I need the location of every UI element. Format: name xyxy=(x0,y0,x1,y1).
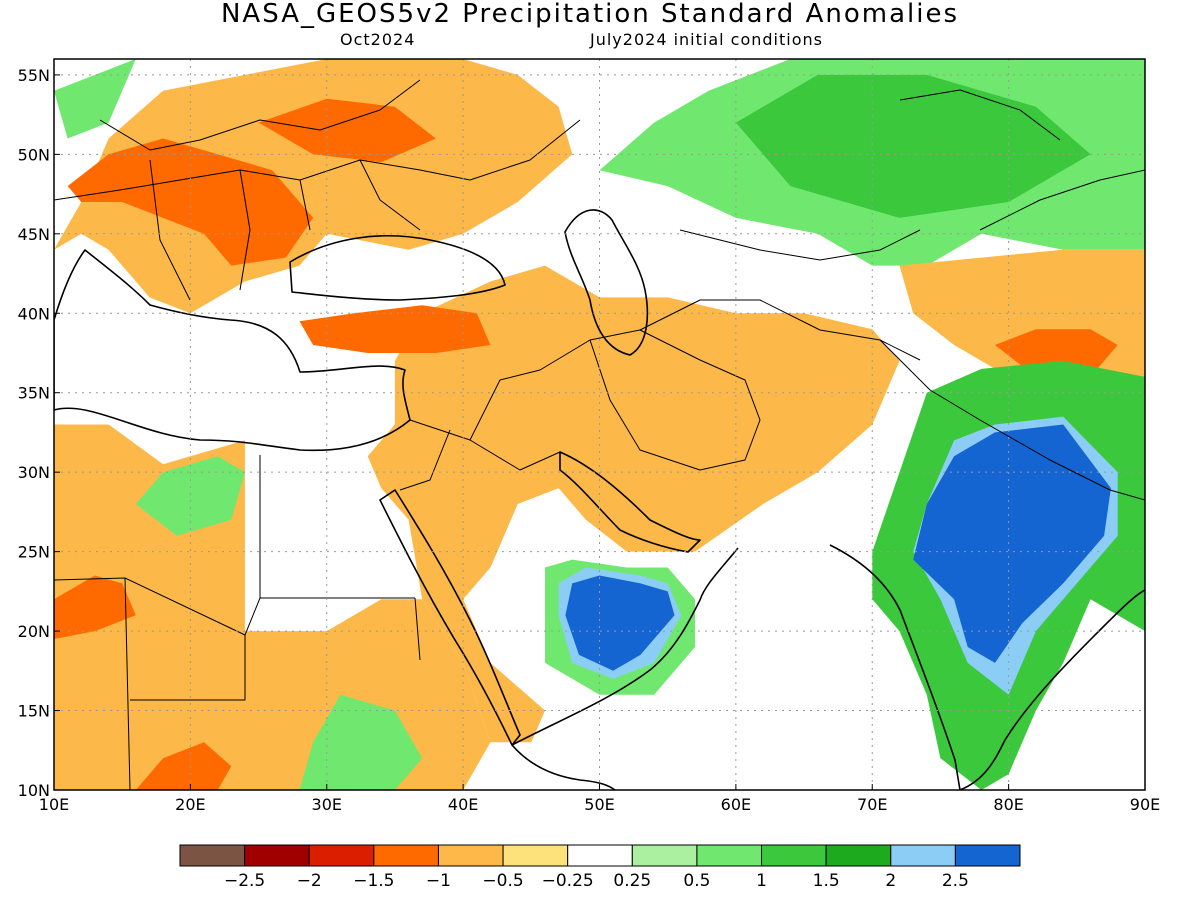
lon-tick-label: 70E xyxy=(857,795,887,814)
colorbar: −2.5 −2 −1.5 −1 −0.5 −0.25 0.25 0.5 1 1.5 2 2.5 xyxy=(179,844,1021,891)
colorbar-swatch xyxy=(308,844,375,867)
horn-coast xyxy=(511,744,616,790)
lon-tick-label: 20E xyxy=(175,795,205,814)
anomaly-region-central-asia-core xyxy=(735,74,1091,218)
lon-tick-label: 50E xyxy=(584,795,614,814)
lat-tick-label: 35N xyxy=(18,384,50,403)
colorbar-swatch xyxy=(502,844,569,867)
colorbar-label: −1 xyxy=(426,871,451,891)
red-sea xyxy=(379,489,521,746)
colorbar-swatch xyxy=(373,844,439,867)
anomaly-region-europe-dry xyxy=(54,59,573,314)
colorbar-label: 0.25 xyxy=(613,871,651,891)
colorbar-swatch xyxy=(890,844,956,867)
lon-tick-label: 90E xyxy=(1130,795,1160,814)
axis-ticks xyxy=(53,74,1146,791)
colorbar-swatch xyxy=(825,844,892,867)
colorbar-label: 2.5 xyxy=(942,871,969,891)
anomaly-region-sahel-core xyxy=(54,575,136,639)
lat-tick-label: 55N xyxy=(18,66,50,85)
forecast-month: Oct2024 xyxy=(340,30,416,49)
africa-border-lines xyxy=(54,455,421,790)
lat-tick-label: 50N xyxy=(18,145,50,164)
india-coast xyxy=(829,544,1145,790)
anomaly-region-libya-green xyxy=(135,456,245,536)
colorbar-label: −1.5 xyxy=(353,871,394,891)
anomaly-region-europe-north xyxy=(258,98,436,163)
colorbar-label: 0.5 xyxy=(683,871,710,891)
colorbar-label: 1.5 xyxy=(813,871,840,891)
europe-border-lines xyxy=(54,79,581,301)
anomaly-region-sahel-core-2 xyxy=(135,742,232,790)
middle-east-border-lines xyxy=(399,329,761,491)
lon-tick-label: 10E xyxy=(39,795,69,814)
lon-tick-label: 80E xyxy=(993,795,1023,814)
lat-tick-label: 25N xyxy=(18,543,50,562)
lon-tick-label: 40E xyxy=(448,795,478,814)
map-title: NASA_GEOS5v2 Precipitation Standard Anom… xyxy=(220,0,960,29)
initial-conditions: July2024 initial conditions xyxy=(590,30,823,49)
lon-tick-label: 30E xyxy=(312,795,342,814)
central-asia-border-lines xyxy=(639,89,1145,501)
colorbar-label: 2 xyxy=(885,871,896,891)
persian-gulf xyxy=(559,451,701,553)
colorbar-label: −2 xyxy=(297,871,322,891)
colorbar-label: −2.5 xyxy=(224,871,265,891)
arabian-coast xyxy=(511,547,739,746)
colorbar-label: −0.5 xyxy=(482,871,523,891)
lat-tick-label: 40N xyxy=(18,304,50,323)
colorbar-swatch xyxy=(761,844,827,867)
caspian-sea xyxy=(564,209,649,356)
colorbar-swatch xyxy=(631,844,698,867)
lon-tick-label: 60E xyxy=(721,795,751,814)
colorbar-swatch xyxy=(437,844,504,867)
lat-tick-label: 45N xyxy=(18,225,50,244)
anomaly-region-sudan-green xyxy=(299,694,423,790)
lat-tick-label: 10N xyxy=(18,781,50,800)
graticule xyxy=(54,59,1145,790)
lat-tick-label: 20N xyxy=(18,622,50,641)
anomaly-region-arabia-blue xyxy=(565,575,675,671)
colorbar-swatch xyxy=(567,844,633,867)
lat-tick-label: 15N xyxy=(18,702,50,721)
colorbar-swatch xyxy=(954,844,1021,867)
country-borders xyxy=(54,79,1145,790)
coastlines xyxy=(54,209,1145,790)
anomaly-region-india-blue xyxy=(913,424,1111,663)
anomaly-region-turkey-core xyxy=(299,305,491,353)
black-sea xyxy=(289,235,506,301)
colorbar-label: 1 xyxy=(756,871,767,891)
colorbar-swatch xyxy=(696,844,763,867)
axis-labels: 10E 20E 30E 40E 50E 60E 70E 80E 90E 10N 15N 20N 25N 3… xyxy=(18,66,1161,814)
anomaly-region-baltic-green xyxy=(54,59,136,139)
colorbar-swatch xyxy=(244,844,310,867)
mediterranean-sea xyxy=(54,249,411,452)
colorbar-swatch xyxy=(179,844,246,867)
colorbar-label: −0.25 xyxy=(542,871,594,891)
lat-tick-label: 30N xyxy=(18,463,50,482)
